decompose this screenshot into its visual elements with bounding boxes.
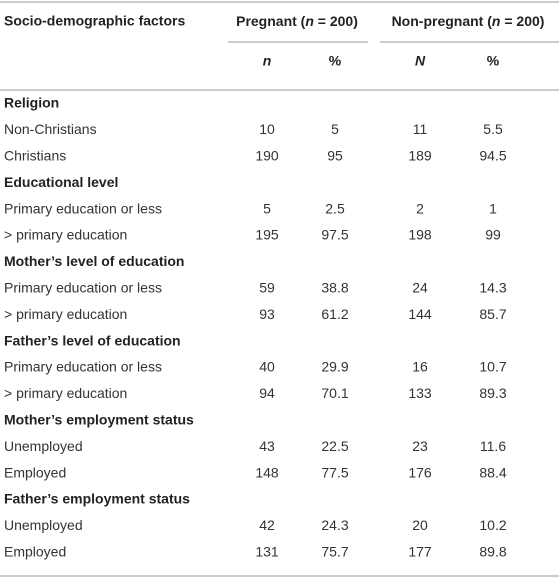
cell-value: 5 xyxy=(331,121,339,137)
cell-value: 99 xyxy=(485,227,501,243)
row-label: Primary education or less xyxy=(4,200,162,216)
cell-value: 40 xyxy=(259,359,275,375)
cell-value: 2 xyxy=(416,200,424,216)
cell-value: 70.1 xyxy=(321,385,348,401)
group-header: Non-pregnant (n = 200) xyxy=(392,13,545,29)
subheader: % xyxy=(329,53,342,69)
row-label: Primary education or less xyxy=(4,280,162,296)
cell-value: 93 xyxy=(259,306,275,322)
cell-value: 148 xyxy=(255,464,279,480)
row-label: Primary education or less xyxy=(4,359,162,375)
section-title: Father’s employment status xyxy=(4,491,190,507)
cell-value: 195 xyxy=(255,227,279,243)
cell-value: 177 xyxy=(408,544,432,560)
cell-value: 11.6 xyxy=(480,438,506,454)
cell-value: 11 xyxy=(413,121,428,137)
section-title: Father’s level of education xyxy=(4,332,181,348)
cell-value: 16 xyxy=(412,359,428,375)
cell-value: 75.7 xyxy=(321,544,348,560)
section-title: Educational level xyxy=(4,174,118,190)
row-label: > primary education xyxy=(4,306,127,322)
group-header: Pregnant (n = 200) xyxy=(236,13,358,29)
cell-value: 94 xyxy=(259,385,275,401)
cell-value: 61.2 xyxy=(321,306,348,322)
row-label: Unemployed xyxy=(4,438,83,454)
group-header-part: = 200) xyxy=(314,13,358,29)
subheader: n xyxy=(263,53,272,69)
cell-value: 2.5 xyxy=(325,200,345,216)
cell-value: 85.7 xyxy=(479,306,506,322)
cell-value: 10 xyxy=(259,121,275,137)
section-title: Mother’s level of education xyxy=(4,253,184,269)
cell-value: 24 xyxy=(412,280,428,296)
cell-value: 198 xyxy=(408,227,432,243)
section-title: Mother’s employment status xyxy=(4,412,194,428)
row-label: Employed xyxy=(4,544,66,560)
cell-value: 20 xyxy=(412,517,428,533)
row-label: Non-Christians xyxy=(4,121,97,137)
cell-value: 144 xyxy=(408,306,432,322)
row-label: Unemployed xyxy=(4,517,83,533)
cell-value: 1 xyxy=(489,200,497,216)
cell-value: 190 xyxy=(255,148,279,164)
row-label: Employed xyxy=(4,464,66,480)
cell-value: 94.5 xyxy=(479,148,506,164)
cell-value: 38.8 xyxy=(321,280,348,296)
cell-value: 43 xyxy=(259,438,275,454)
cell-value: 5 xyxy=(263,200,271,216)
cell-value: 24.3 xyxy=(321,517,348,533)
row-label: > primary education xyxy=(4,385,127,401)
cell-value: 77.5 xyxy=(321,464,348,480)
cell-value: 176 xyxy=(408,464,432,480)
cell-value: 89.3 xyxy=(479,385,506,401)
cell-value: 89.8 xyxy=(479,544,506,560)
header-label: Socio-demographic factors xyxy=(4,13,185,29)
section-title: Religion xyxy=(4,95,59,111)
cell-value: 42 xyxy=(259,517,275,533)
cell-value: 10.7 xyxy=(479,359,506,375)
cell-value: 10.2 xyxy=(479,517,506,533)
cell-value: 29.9 xyxy=(321,359,348,375)
group-header-part: n xyxy=(305,13,314,29)
cell-value: 95 xyxy=(327,148,343,164)
cell-value: 189 xyxy=(408,148,432,164)
group-header-part: n xyxy=(492,13,501,29)
cell-value: 22.5 xyxy=(321,438,348,454)
group-header-part: = 200) xyxy=(500,13,544,29)
subheader: % xyxy=(487,53,500,69)
group-header-part: Non-pregnant ( xyxy=(392,13,493,29)
cell-value: 131 xyxy=(255,544,279,560)
group-header-part: Pregnant ( xyxy=(236,13,306,29)
cell-value: 59 xyxy=(259,280,275,296)
row-label: > primary education xyxy=(4,227,127,243)
cell-value: 14.3 xyxy=(479,280,506,296)
cell-value: 133 xyxy=(408,385,432,401)
cell-value: 88.4 xyxy=(479,464,506,480)
cell-value: 97.5 xyxy=(321,227,348,243)
subheader: N xyxy=(415,53,426,69)
cell-value: 23 xyxy=(412,438,428,454)
row-label: Christians xyxy=(4,148,66,164)
cell-value: 5.5 xyxy=(483,121,503,137)
